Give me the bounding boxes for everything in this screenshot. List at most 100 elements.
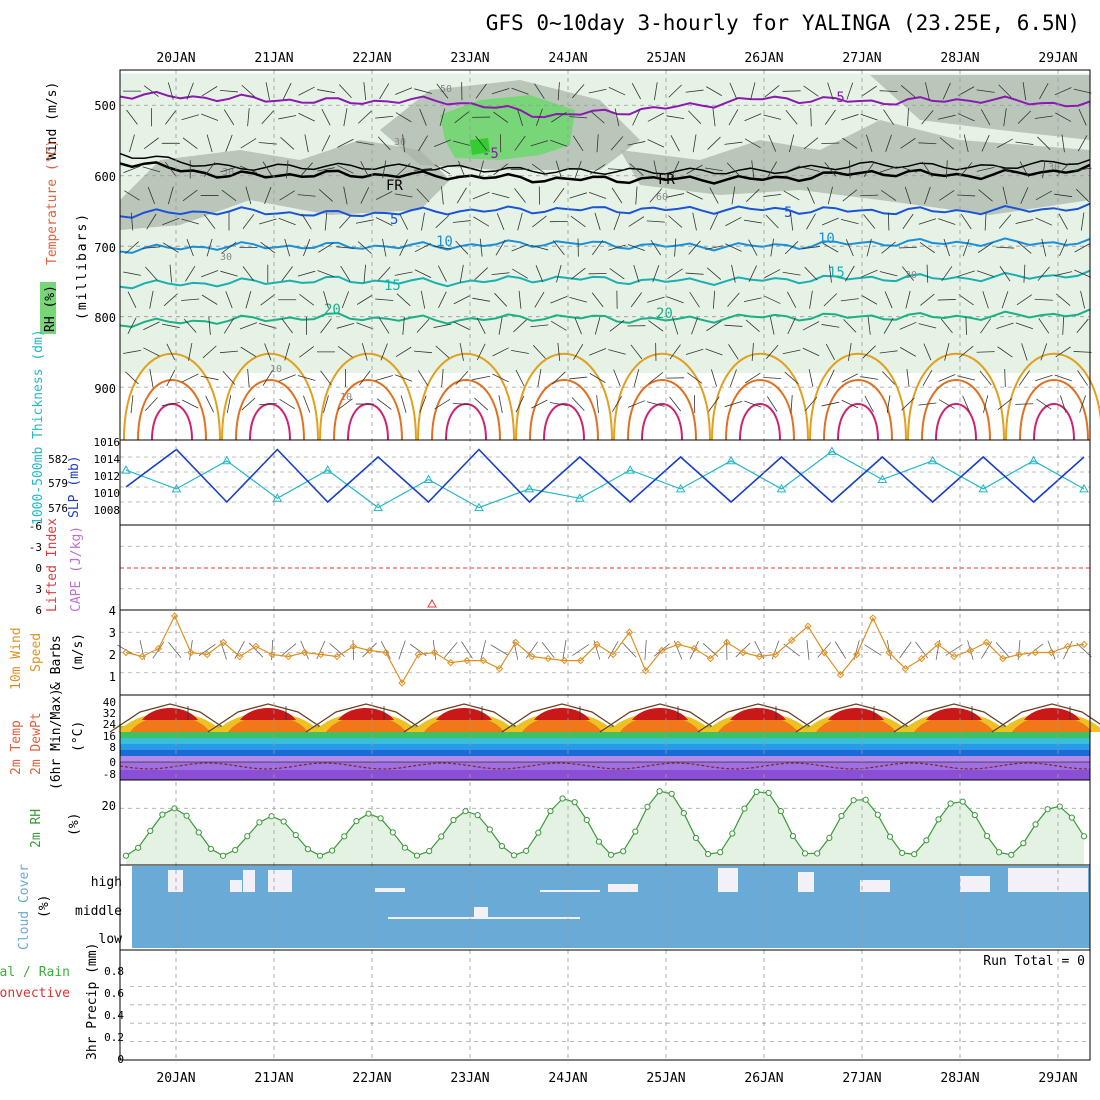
wind-barb bbox=[515, 395, 525, 413]
wind-barb bbox=[841, 373, 858, 383]
isotherm-freezing-upper bbox=[119, 152, 1091, 175]
rh2m-marker bbox=[135, 844, 142, 851]
wind-barb bbox=[646, 220, 665, 223]
bl-temperature-contour bbox=[347, 403, 389, 441]
rh2m-marker bbox=[959, 798, 966, 805]
wind-barb bbox=[821, 324, 840, 328]
wind-barb bbox=[284, 238, 291, 257]
wind-barb bbox=[1017, 241, 1032, 254]
wind-barb bbox=[165, 161, 177, 177]
temp2m-panel-labels: 2m Temp 2m DewPt (6hr Min/Max) (°C) bbox=[9, 688, 86, 790]
wind-barb bbox=[1034, 115, 1053, 119]
wind-barb bbox=[958, 86, 975, 96]
wind-barb bbox=[923, 343, 932, 361]
rh2m-marker bbox=[801, 850, 809, 857]
wind10-barb bbox=[280, 643, 297, 657]
wind-barb bbox=[790, 212, 794, 231]
wind-barb bbox=[181, 298, 200, 301]
wind-barb bbox=[375, 375, 393, 381]
thickness-marker bbox=[827, 446, 837, 455]
wind-barb bbox=[530, 140, 549, 147]
wind-barb bbox=[551, 371, 566, 385]
wind-barb bbox=[726, 162, 740, 177]
wind10-barb bbox=[525, 641, 538, 659]
wind-barb bbox=[339, 214, 352, 229]
wind-barb bbox=[201, 294, 218, 305]
rh2m-marker bbox=[450, 816, 457, 824]
wind-barb bbox=[1073, 88, 1092, 94]
wind-barb bbox=[748, 265, 757, 283]
wind-barb bbox=[901, 397, 915, 411]
wind-barb bbox=[123, 349, 141, 354]
wind-barb bbox=[149, 369, 154, 387]
wind-barb bbox=[882, 371, 896, 385]
wind-barb bbox=[763, 295, 781, 304]
thickness-marker bbox=[373, 502, 383, 512]
thickness-marker bbox=[625, 465, 636, 474]
rh2m-marker bbox=[486, 826, 493, 833]
bl-temperature-contour bbox=[725, 379, 795, 441]
wind-barb bbox=[162, 242, 179, 253]
precip-frame bbox=[119, 949, 1091, 1061]
wind-barb bbox=[1078, 108, 1087, 126]
wind-barb bbox=[999, 265, 1011, 282]
wind-barb bbox=[1080, 290, 1086, 309]
wind-tick: 1 bbox=[109, 670, 116, 684]
wind-barb bbox=[879, 90, 898, 93]
wind-barb bbox=[1038, 318, 1050, 334]
thickness-marker bbox=[221, 455, 232, 465]
wind-barb bbox=[744, 113, 762, 122]
bl-temperature-contour bbox=[529, 379, 599, 441]
isotherm-label: 20 bbox=[656, 306, 673, 322]
thickness-marker bbox=[726, 455, 736, 465]
wind-barb bbox=[300, 162, 313, 177]
temp-line bbox=[991, 703, 1100, 733]
wind-barb bbox=[453, 321, 471, 331]
wind-barb bbox=[459, 264, 464, 283]
wind-barb bbox=[847, 342, 852, 361]
wind-barb bbox=[473, 216, 490, 227]
cloud-gap bbox=[243, 870, 255, 892]
isotherm-15 bbox=[119, 269, 1091, 290]
wind-barb bbox=[918, 402, 937, 406]
wind-barb bbox=[1080, 212, 1085, 231]
wind-barb bbox=[883, 317, 894, 334]
wind-barb bbox=[633, 369, 640, 387]
wind-barb bbox=[395, 112, 412, 123]
thickness-marker bbox=[1079, 483, 1089, 493]
wind-barb bbox=[337, 346, 353, 358]
wind-barb bbox=[453, 140, 471, 147]
rh2m-marker bbox=[826, 834, 833, 842]
wind-barb bbox=[743, 297, 762, 303]
wind-barb bbox=[860, 194, 879, 197]
temp-line bbox=[501, 703, 623, 733]
wind-barb bbox=[941, 266, 953, 282]
wind-barb bbox=[862, 345, 876, 359]
bl-temperature-contour bbox=[333, 379, 403, 441]
cloud-gap bbox=[230, 880, 242, 892]
wind-barb bbox=[589, 164, 606, 175]
slp-line bbox=[125, 448, 1085, 504]
wind-barb bbox=[706, 320, 722, 332]
wind-barb bbox=[162, 217, 180, 226]
wind-barb bbox=[278, 374, 296, 382]
bl-temperature-contour bbox=[935, 403, 977, 441]
wind-barb bbox=[413, 350, 433, 354]
wind-barb bbox=[240, 138, 257, 149]
wind-barb bbox=[454, 111, 470, 124]
cloud-panel-labels: Cloud Cover (%) high middle low bbox=[17, 864, 122, 950]
isotherm-10 bbox=[119, 237, 1091, 254]
wind-barb bbox=[724, 324, 743, 327]
wind-barb bbox=[434, 398, 451, 410]
wind-barb bbox=[1022, 82, 1027, 101]
wind-barb bbox=[849, 160, 851, 179]
wind10-marker bbox=[885, 648, 893, 657]
isotherm-label: 5 bbox=[390, 212, 398, 228]
rh-contour-label: 10 bbox=[270, 364, 282, 375]
cape-panel-labels: Lifted Index CAPE (J/kg) bbox=[45, 518, 84, 612]
chart-title: GFS 0~10day 3-hourly for YALINGA (23.25E… bbox=[486, 11, 1080, 35]
wind-barb bbox=[900, 347, 916, 357]
wind10-barb bbox=[834, 641, 847, 659]
wind-barb bbox=[900, 137, 916, 149]
wind-barb bbox=[938, 399, 955, 409]
